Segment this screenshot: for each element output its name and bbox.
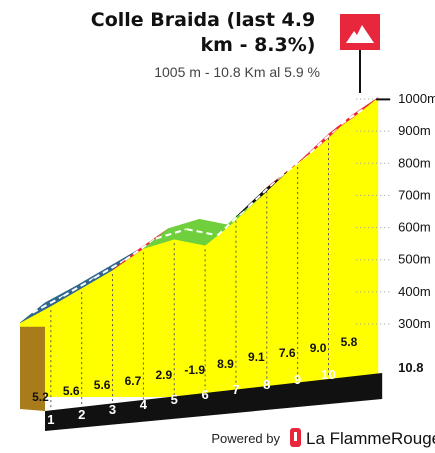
strip-centerline [124, 237, 157, 261]
y-tick-label: 700m [398, 187, 431, 202]
strip-centerline [32, 295, 64, 314]
gradient-labels: 5.2 5.6 5.6 6.7 2.9 -1.9 8.9 9.1 7.6 9.0 5.8 [32, 335, 358, 404]
y-axis-ticks: 300m 400m 500m 600m 700m 800m 900m 1000m 10.8 [398, 91, 435, 375]
km-gradient-label: 2.9 [155, 368, 172, 382]
chart-title-line-1: Colle Braida (last 4.9 [91, 9, 315, 31]
km-gradient-label: -1.9 [184, 363, 205, 377]
km-label: 8 [263, 377, 270, 392]
km-label: 7 [232, 382, 239, 397]
profile-side-face [20, 326, 45, 411]
km-gradient-label: 5.2 [32, 390, 49, 404]
km-gradient-label: 9.0 [310, 341, 327, 355]
km-label: 1 [47, 412, 54, 427]
profile-fill [20, 97, 383, 431]
chart-title-line-2: km - 8.3%) [201, 34, 316, 56]
strip-centerline [155, 228, 188, 240]
km-label: 6 [201, 387, 208, 402]
km-gradient-label: 7.6 [279, 346, 296, 360]
y-tick-label: 800m [398, 155, 431, 170]
brand-name: La FlammeRouge [306, 429, 435, 448]
flamme-rouge-logo-icon [290, 428, 301, 447]
y-tick-label: 1000m [398, 91, 435, 106]
km-gradient-label: 6.7 [125, 374, 142, 388]
profile-base-bar [45, 373, 383, 431]
chart-subtitle: 1005 m - 10.8 Km al 5.9 % [154, 64, 320, 80]
km-label: 4 [140, 397, 148, 412]
km-dividers [50, 138, 329, 411]
strip-centerline [62, 277, 95, 297]
end-distance-label: 10.8 [398, 360, 423, 375]
profile-area [20, 97, 379, 398]
strip-centerline [216, 205, 250, 237]
y-tick-label: 300m [398, 316, 431, 331]
strip-centerline [93, 259, 126, 279]
mountain-flag-icon [340, 14, 380, 50]
y-tick-label: 900m [398, 123, 431, 138]
y-tick-label: 600m [398, 220, 431, 235]
km-gradient-label: 8.9 [217, 357, 234, 371]
strip-centerline [340, 106, 367, 125]
km-gradient-label: 5.8 [341, 335, 358, 349]
strip-centerline [247, 176, 280, 208]
strip-centerline [186, 228, 218, 237]
km-gradient-label: 9.1 [248, 350, 265, 364]
y-tick-label: 500m [398, 252, 431, 267]
km-label: 10 [321, 367, 335, 382]
km-gradient-label: 5.6 [94, 378, 111, 392]
km-label: 5 [171, 392, 178, 407]
km-label: 9 [294, 372, 301, 387]
km-label: 2 [78, 407, 85, 422]
y-tick-label: 400m [398, 284, 431, 299]
km-gradient-label: 5.6 [63, 384, 80, 398]
km-label: 3 [109, 402, 116, 417]
km-labels: 1 2 3 4 5 6 7 8 9 10 [47, 367, 336, 427]
gradient-strip [19, 97, 391, 324]
powered-by-text: Powered by [211, 431, 280, 446]
